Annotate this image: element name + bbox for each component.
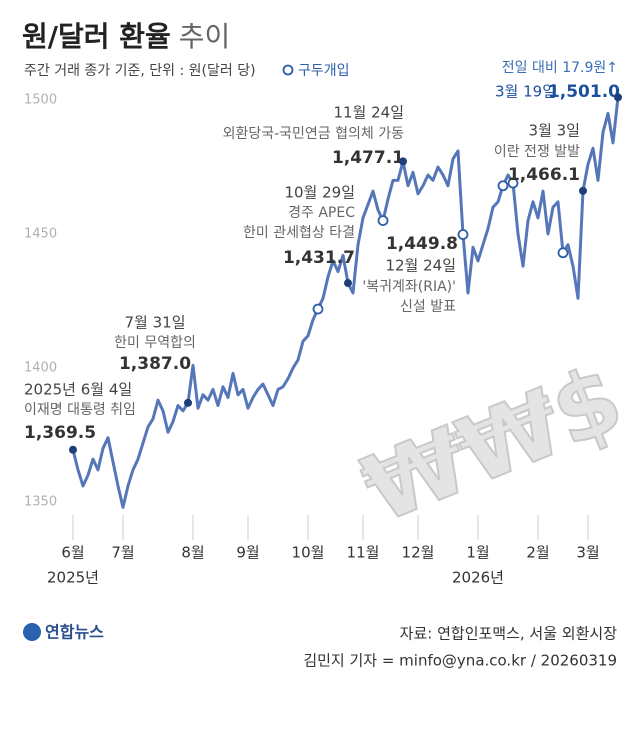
x-tick-label: 3월 [576, 544, 599, 562]
x-tick-label: 10월 [292, 544, 325, 562]
annotation-text: '복귀계좌(RIA)' [362, 279, 456, 295]
annotation-text: 한미 무역합의 [114, 335, 196, 351]
intervention-marker [507, 177, 519, 189]
y-tick-label: 1500 [24, 93, 57, 108]
annotation-text: 한미 관세협상 타결 [243, 225, 355, 241]
series-line [71, 97, 620, 509]
x-tick-label: 7월 [111, 544, 134, 562]
annotation-date: 11월 24일 [333, 104, 404, 122]
data-label: 1,501.0 [548, 82, 620, 102]
intervention-marker [497, 180, 509, 192]
intervention-marker [377, 215, 389, 227]
logo-mark [23, 623, 41, 641]
x-tick-label: 8월 [181, 544, 204, 562]
source: 자료: 연합인포맥스, 서울 외환시장 [400, 625, 618, 643]
y-tick-label: 1350 [24, 495, 57, 510]
intervention-marker [312, 303, 324, 315]
x-tick-label: 6월 [61, 544, 84, 562]
x-tick-label: 12월 [402, 544, 435, 562]
annotation-date: 7월 31일 [125, 314, 186, 332]
data-label: 1,431.7 [283, 248, 355, 268]
annotation-date: 3월 3일 [529, 122, 580, 140]
intervention-marker [557, 247, 569, 259]
annotation-dot [184, 398, 192, 407]
data-label: 1,369.5 [24, 423, 96, 443]
x-tick-label: 2월 [526, 544, 549, 562]
data-label: 1,466.1 [508, 165, 580, 185]
annotation-text: 신설 발표 [400, 299, 456, 315]
annotation-date: 2025년 6월 4일 [24, 381, 132, 399]
annotation-text: 경주 APEC [288, 205, 355, 221]
annotation-dot [344, 279, 352, 288]
annotation-date: 3월 19일 [495, 83, 556, 101]
x-tick-label: 1월 [466, 544, 489, 562]
annotation-dot [579, 186, 587, 195]
x-tick-label: 9월 [236, 544, 259, 562]
data-label: 1,477.1 [332, 148, 404, 168]
x-tick-label: 11월 [347, 544, 380, 562]
annotation-text: 이재명 대통령 취임 [24, 402, 136, 418]
title-main: 원/달러 환율 [22, 20, 171, 53]
y-tick-label: 1400 [24, 361, 57, 376]
data-label: 1,449.8 [386, 234, 458, 254]
legend-label: 구두개입 [298, 63, 350, 79]
annotation-date: 12월 24일 [385, 257, 456, 275]
annotation-text: 전일 대비 17.9원↑ [502, 60, 618, 76]
title-suffix: 추이 [179, 20, 231, 53]
legend-marker [282, 64, 294, 76]
subtitle: 주간 거래 종가 기준, 단위 : 원(달러 당) [24, 63, 256, 79]
logo: 연합뉴스 [45, 623, 104, 642]
annotation-dot [399, 157, 407, 166]
y-tick-label: 1450 [24, 227, 57, 242]
chart-title: 원/달러 환율 추이 [22, 20, 230, 53]
annotation-dot [69, 445, 77, 454]
annotation-dot [614, 93, 622, 102]
intervention-marker [457, 229, 469, 240]
year-label: 2025년 [47, 569, 99, 587]
annotation-date: 10월 29일 [284, 184, 355, 202]
annotation-text: 이란 전쟁 발발 [494, 144, 580, 160]
credit: 김민지 기자 = minfo@yna.co.kr / 20260319 [303, 652, 617, 670]
data-label: 1,387.0 [119, 354, 191, 374]
year-label: 2026년 [452, 569, 504, 587]
annotation-text: 외환당국-국민연금 협의체 가동 [223, 126, 405, 142]
